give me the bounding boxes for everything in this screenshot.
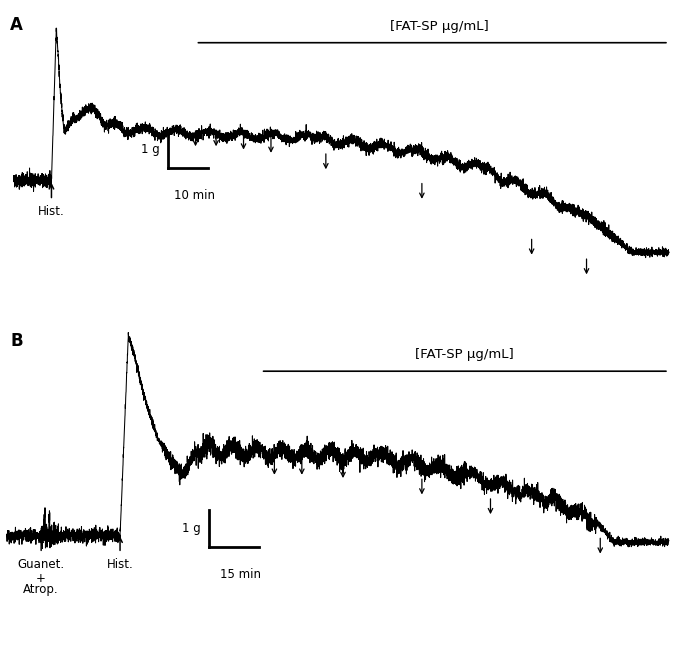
Text: Atrop.: Atrop. — [23, 583, 59, 596]
Text: 1 g: 1 g — [182, 522, 201, 535]
Text: Guanet.: Guanet. — [18, 558, 64, 571]
Text: A: A — [10, 16, 23, 34]
Text: [FAT-SP μg/mL]: [FAT-SP μg/mL] — [390, 20, 488, 33]
Text: Hist.: Hist. — [107, 558, 133, 571]
Text: 10 min: 10 min — [174, 189, 215, 202]
Text: +: + — [36, 572, 46, 585]
Text: 1 g: 1 g — [141, 143, 160, 156]
Text: Hist.: Hist. — [38, 205, 64, 218]
Text: 15 min: 15 min — [220, 568, 261, 581]
Text: [FAT-SP μg/mL]: [FAT-SP μg/mL] — [416, 348, 514, 361]
Text: B: B — [10, 332, 23, 350]
